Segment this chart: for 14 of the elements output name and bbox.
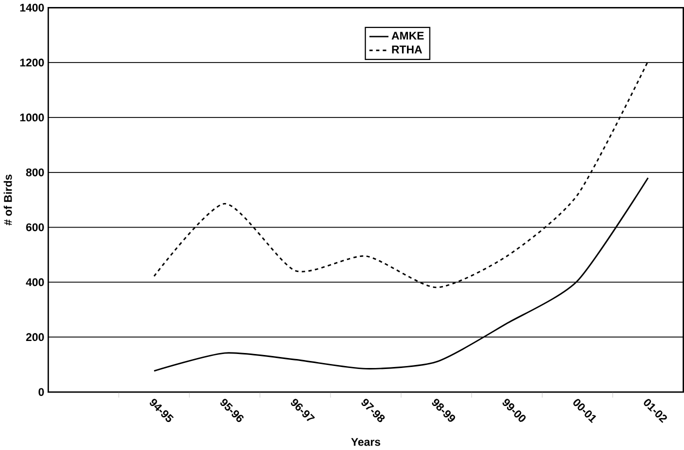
legend-label: AMKE	[392, 32, 424, 40]
y-axis-title: # of Birds	[4, 174, 12, 226]
line-series	[153, 60, 649, 288]
x-axis-title: Years	[351, 438, 380, 446]
y-tick-label: 1400	[20, 4, 44, 12]
y-tick-label: 400	[26, 278, 44, 286]
y-tick-label: 200	[26, 333, 44, 342]
y-tick-label: 0	[38, 388, 44, 396]
legend-label: RTHA	[392, 46, 422, 54]
y-tick-label: 600	[26, 224, 44, 232]
y-tick-label: 800	[26, 168, 44, 177]
line-series	[153, 177, 649, 372]
y-tick-label: 1000	[20, 114, 44, 122]
y-tick-label: 1200	[20, 58, 44, 67]
